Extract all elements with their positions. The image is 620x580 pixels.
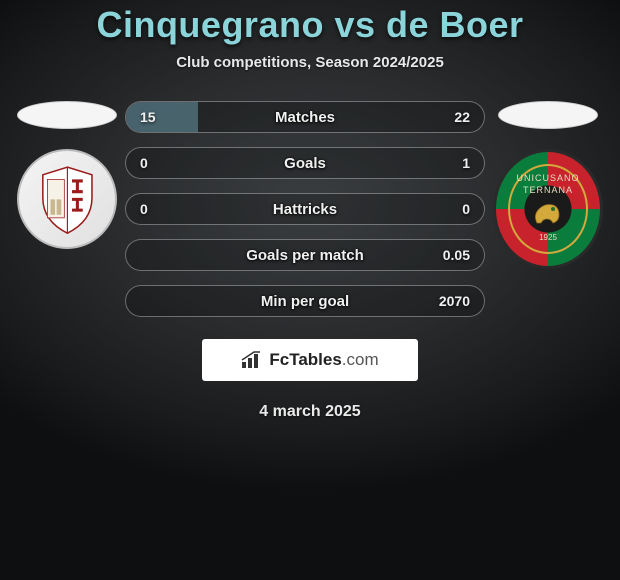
- bar-label: Hattricks: [273, 201, 337, 218]
- bar-value-right: 1: [462, 155, 470, 171]
- bar-label: Goals per match: [246, 247, 364, 264]
- shield-icon: [29, 161, 106, 238]
- bar-value-left: 0: [140, 155, 148, 171]
- brand-box: FcTables.com: [202, 339, 418, 381]
- stats-bars: 15 Matches 22 0 Goals 1 0 Hattricks 0 Goals per m…: [125, 101, 485, 317]
- right-crest-text-top: UNICUSANO: [516, 174, 579, 183]
- bar-value-right: 2070: [439, 293, 470, 309]
- left-team-column: [17, 101, 117, 249]
- right-flag-ellipse: [498, 101, 598, 129]
- bar-value-left: 0: [140, 201, 148, 217]
- left-flag-ellipse: [17, 101, 117, 129]
- stat-bar-row: Min per goal 2070: [125, 285, 485, 317]
- bar-fill-left: [126, 102, 198, 132]
- bar-value-right: 22: [454, 109, 470, 125]
- page-title: Cinquegrano vs de Boer: [0, 4, 620, 46]
- stat-bar-row: 0 Goals 1: [125, 147, 485, 179]
- bar-value-right: 0: [462, 201, 470, 217]
- right-crest-text-mid: TERNANA: [523, 186, 573, 195]
- stat-bar-row: 15 Matches 22: [125, 101, 485, 133]
- brand-text: FcTables.com: [269, 350, 378, 370]
- right-team-column: UNICUSANO TERNANA 1925: [493, 101, 603, 269]
- brand-bold: FcTables: [269, 350, 341, 369]
- bar-value-left: 15: [140, 109, 156, 125]
- date-label: 4 march 2025: [0, 403, 620, 421]
- right-crest-inner: UNICUSANO TERNANA 1925: [508, 164, 588, 254]
- subtitle: Club competitions, Season 2024/2025: [0, 54, 620, 71]
- brand-thin: .com: [342, 350, 379, 369]
- bar-value-right: 0.05: [443, 247, 470, 263]
- stat-bar-row: 0 Hattricks 0: [125, 193, 485, 225]
- main-container: Cinquegrano vs de Boer Club competitions…: [0, 0, 620, 580]
- bar-label: Min per goal: [261, 293, 349, 310]
- comparison-row: 15 Matches 22 0 Goals 1 0 Hattricks 0 Goals per m…: [0, 101, 620, 317]
- right-crest-year: 1925: [539, 234, 557, 242]
- left-team-crest: [17, 149, 117, 249]
- dragon-icon: [525, 189, 571, 235]
- bar-label: Matches: [275, 109, 335, 126]
- bar-chart-icon: [241, 351, 263, 369]
- right-team-crest: UNICUSANO TERNANA 1925: [493, 149, 603, 269]
- bar-label: Goals: [284, 155, 326, 172]
- stat-bar-row: Goals per match 0.05: [125, 239, 485, 271]
